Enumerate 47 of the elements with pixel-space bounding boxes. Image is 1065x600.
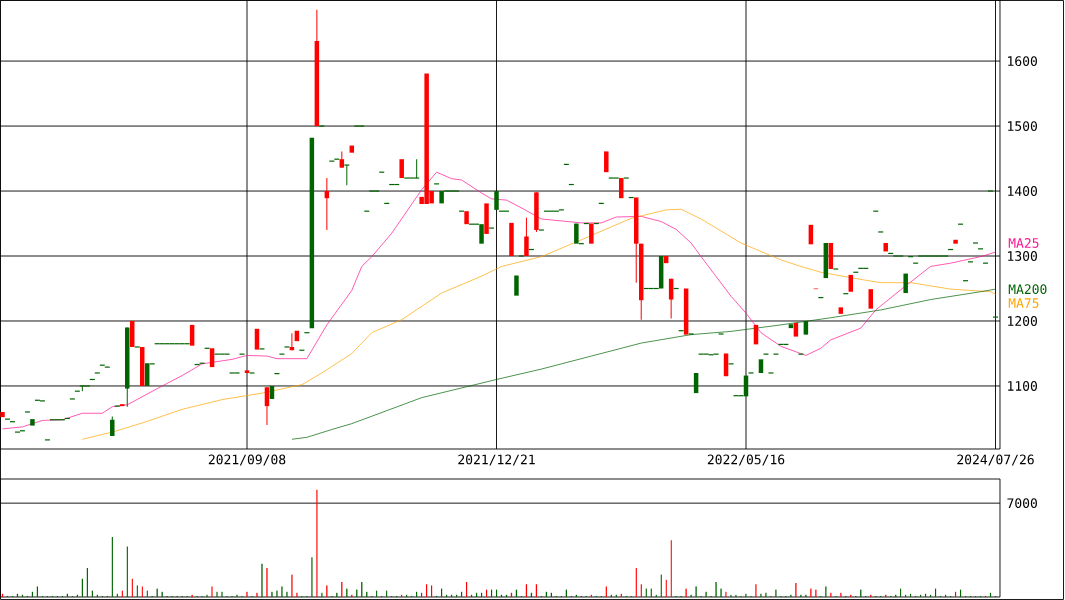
- y-tick-label: 1400: [1008, 186, 1037, 196]
- x-tick-label: 2024/07/26: [957, 454, 1034, 466]
- candlestick: [953, 239, 958, 244]
- candlestick: [788, 324, 794, 329]
- candlestick: [254, 328, 260, 350]
- candlestick: [399, 159, 404, 179]
- candlestick: [758, 359, 764, 373]
- candlestick: [524, 217, 529, 257]
- y-tick-label: 1500: [1008, 121, 1037, 131]
- series-label: MA75: [1008, 298, 1039, 308]
- candlestick: [793, 322, 799, 337]
- x-tick-label: 2022/05/16: [707, 454, 785, 466]
- line-series: [81, 208, 996, 440]
- candlestick: [723, 353, 729, 377]
- y-tick-label: 1200: [1008, 316, 1037, 326]
- candlestick: [269, 385, 275, 399]
- y-tick-label: 7000: [1007, 498, 1037, 509]
- candlestick: [189, 324, 195, 346]
- candlestick: [0, 411, 5, 418]
- candlestick: [509, 222, 514, 257]
- x-tick-label: 2021/09/08: [208, 454, 286, 466]
- candlestick: [619, 178, 624, 199]
- candlestick: [883, 243, 888, 252]
- candlestick: [244, 370, 250, 373]
- line-series: [2, 171, 996, 430]
- y-tick-label: 1300: [1008, 251, 1037, 261]
- series-label: MA25: [1008, 238, 1039, 248]
- candlestick: [464, 211, 469, 225]
- candlestick: [494, 191, 499, 210]
- series-label: MA200: [1008, 284, 1047, 295]
- candlestick: [658, 256, 664, 289]
- candlestick: [484, 203, 489, 234]
- candlestick: [803, 320, 809, 335]
- candlestick: [589, 223, 594, 244]
- x-tick-label: 2021/12/21: [458, 454, 535, 466]
- y-tick-label: 1600: [1008, 56, 1037, 66]
- candlestick: [838, 307, 844, 314]
- candlestick: [30, 419, 35, 426]
- candlestick: [344, 164, 350, 186]
- candlestick: [604, 151, 609, 173]
- y-tick-label: 1100: [1008, 381, 1037, 391]
- candlestick: [514, 275, 519, 296]
- line-series: [291, 288, 996, 440]
- candlestick: [120, 404, 125, 407]
- candlestick: [903, 273, 908, 294]
- candlestick: [868, 289, 873, 309]
- candlestick: [668, 278, 674, 319]
